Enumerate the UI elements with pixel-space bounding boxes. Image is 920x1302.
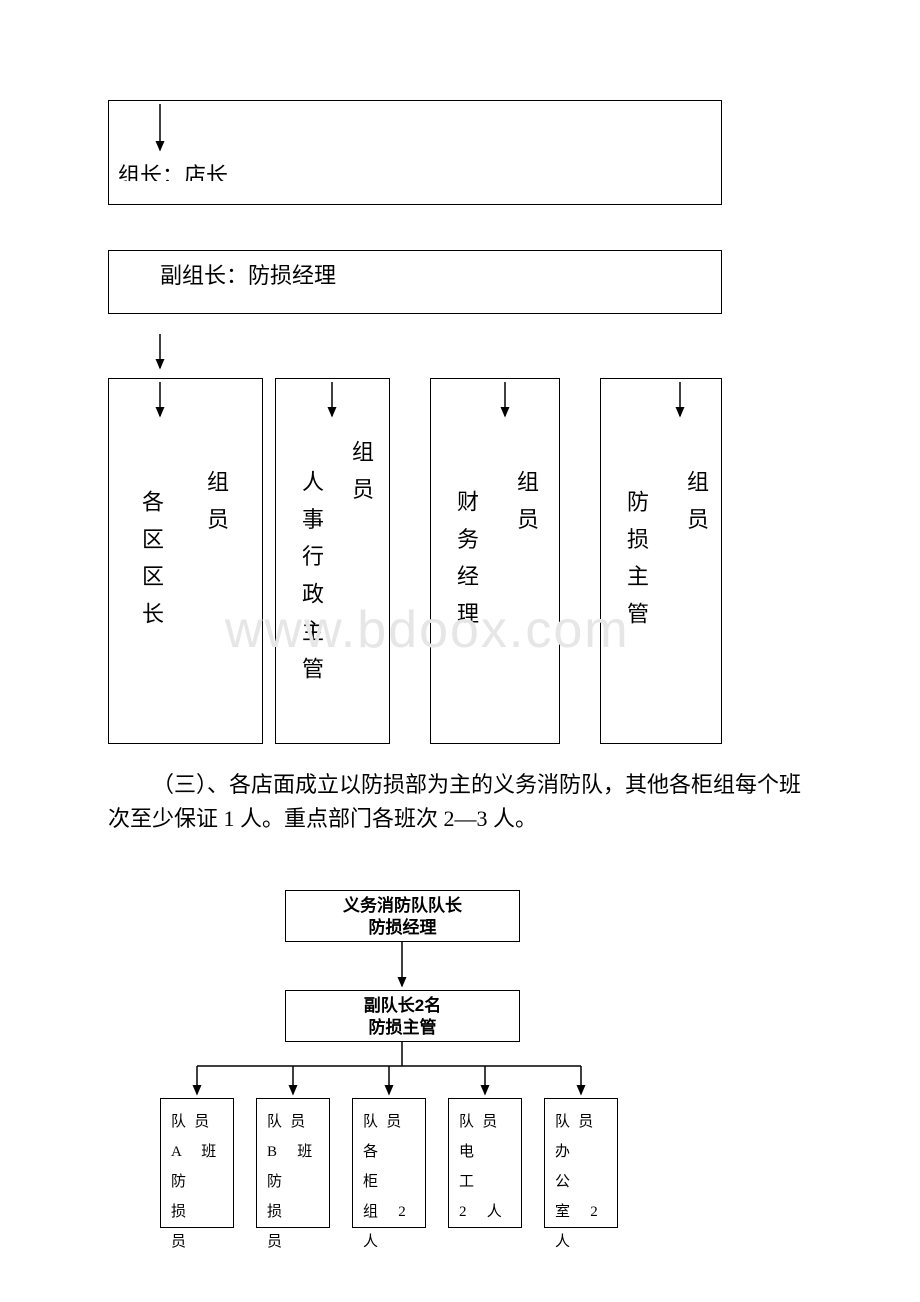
member-role-1: 组员 <box>200 470 232 545</box>
member-foot-4 <box>600 720 722 744</box>
deputy-label: 副组长：防损经理 <box>160 258 336 290</box>
member-title-1: 各区区长 <box>135 490 167 640</box>
member-body-1 <box>108 422 263 722</box>
deputy-box-bottom <box>108 290 722 314</box>
fire-member-5: 队员 办 公 室 2 人 <box>544 1098 618 1228</box>
member-arrow-cell-4 <box>600 378 722 424</box>
fire-deputy-box: 副队长2名 防损主管 <box>285 990 520 1042</box>
member-role-2: 组员 <box>345 440 377 515</box>
fire-member-4: 队员 电 工 2 人 <box>448 1098 522 1228</box>
fire-head-line2: 防损经理 <box>369 918 437 937</box>
page: www.bdoox.com 组长：店长 副组长：防损经理 组员 各区区长 组员 … <box>0 0 920 1302</box>
fire-head-box: 义务消防队队长 防损经理 <box>285 890 520 942</box>
member-foot-3 <box>430 720 560 744</box>
member-title-2: 人事行政主管 <box>295 470 327 694</box>
member-foot-1 <box>108 720 263 744</box>
watermark: www.bdoox.com <box>225 600 630 660</box>
member-arrow-cell-1 <box>108 378 263 424</box>
member-body-4 <box>600 422 722 722</box>
fire-deputy-line1: 副队长2名 <box>364 996 441 1015</box>
member-foot-2 <box>275 720 390 744</box>
paragraph: （三）、各店面成立以防损部为主的义务消防队，其他各柜组每个班次至少保证 1 人。… <box>108 768 808 836</box>
fire-member-1: 队员 A 班 防 损 员 <box>160 1098 234 1228</box>
member-role-3: 组员 <box>510 470 542 545</box>
fire-member-2: 队员 B 班 防 损 员 <box>256 1098 330 1228</box>
fire-member-3: 队员 各 柜 组 2 人 <box>352 1098 426 1228</box>
member-arrow-cell-2 <box>275 378 390 424</box>
member-arrow-cell-3 <box>430 378 560 424</box>
member-role-4: 组员 <box>680 470 712 545</box>
fire-head-line1: 义务消防队队长 <box>343 896 462 915</box>
leader-box-bottom <box>108 181 722 205</box>
fire-deputy-line2: 防损主管 <box>369 1018 437 1037</box>
